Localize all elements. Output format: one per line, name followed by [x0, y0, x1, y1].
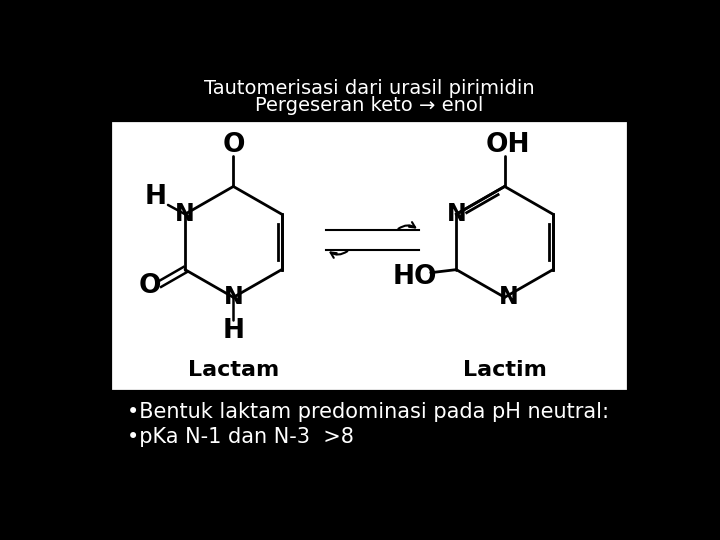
Text: Pergeseran keto → enol: Pergeseran keto → enol	[255, 96, 483, 114]
Text: Lactim: Lactim	[463, 361, 546, 381]
Text: N: N	[499, 285, 518, 309]
Text: N: N	[175, 202, 195, 226]
Text: O: O	[138, 273, 161, 299]
Text: H: H	[145, 184, 166, 210]
Text: •Bentuk laktam predominasi pada pH neutral:: •Bentuk laktam predominasi pada pH neutr…	[127, 402, 609, 422]
Text: •pKa N-1 dan N-3  >8: •pKa N-1 dan N-3 >8	[127, 427, 354, 447]
Text: O: O	[222, 132, 245, 158]
Text: Tautomerisasi dari urasil pirimidin: Tautomerisasi dari urasil pirimidin	[204, 79, 534, 98]
Text: N: N	[446, 202, 466, 226]
Text: N: N	[223, 285, 243, 309]
Text: H: H	[222, 318, 244, 344]
Text: Lactam: Lactam	[188, 361, 279, 381]
Bar	[113, 123, 625, 388]
Text: HO: HO	[393, 264, 438, 291]
Text: OH: OH	[485, 132, 530, 158]
